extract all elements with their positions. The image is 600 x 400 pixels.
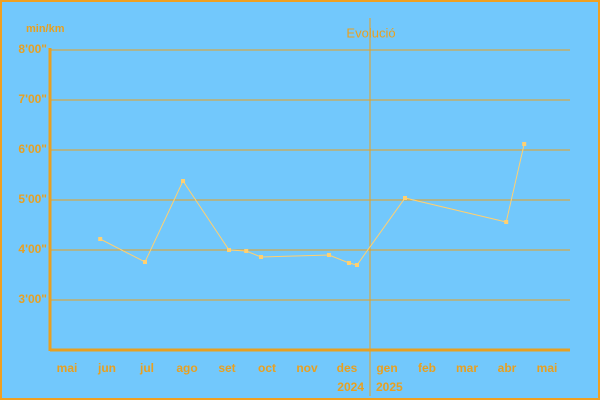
x-tick-label: mai [537,361,558,375]
point [355,263,359,267]
x-tick-label: des [337,361,358,375]
y-axis-label: min/km [26,23,65,35]
point [227,248,231,252]
point [143,260,147,264]
point [259,255,263,259]
x-tick-label: feb [418,361,436,375]
point [403,196,407,200]
point [98,237,103,241]
x-tick-label: nov [296,361,318,375]
x-tick-label: jun [97,361,116,375]
x-tick-label: gen [376,361,397,375]
x-tick-label: ago [176,361,197,375]
y-tick-label: 8'00" [18,42,47,56]
y-tick-label: 7'00" [18,92,47,106]
x-tick-label: abr [498,361,517,375]
year-label: 2024 [337,380,364,394]
point [347,261,351,265]
point [327,253,331,257]
point [504,220,509,224]
line [99,143,525,266]
y-tick-label: 3'00" [18,292,47,306]
point [181,179,185,183]
y-tick-label: 4'00" [18,242,47,256]
y-tick-label: 6'00" [18,142,47,156]
x-tick-label: mai [57,361,78,375]
x-tick-label: mar [456,361,478,375]
x-tick-label: oct [258,361,276,375]
y-tick-label: 5'00" [18,192,47,206]
point [244,249,249,253]
year-label: 2025 [376,380,403,394]
x-tick-label: jul [139,361,154,375]
point [522,142,527,146]
x-tick-label: set [218,361,235,375]
chart-title: Evolució [346,25,395,40]
